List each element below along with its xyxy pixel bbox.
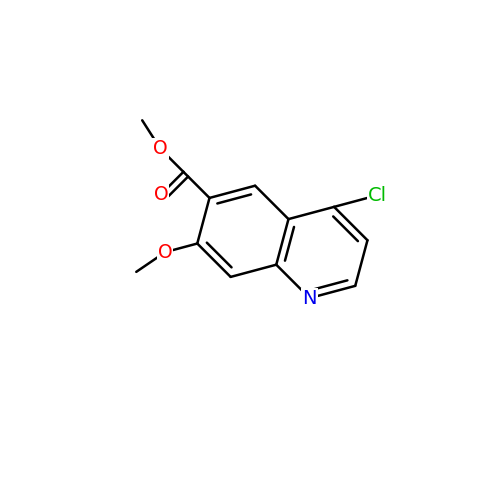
Text: O: O <box>153 139 168 159</box>
Text: O: O <box>154 184 169 204</box>
Text: O: O <box>158 243 172 262</box>
Text: N: N <box>302 288 317 308</box>
Text: Cl: Cl <box>368 186 388 205</box>
